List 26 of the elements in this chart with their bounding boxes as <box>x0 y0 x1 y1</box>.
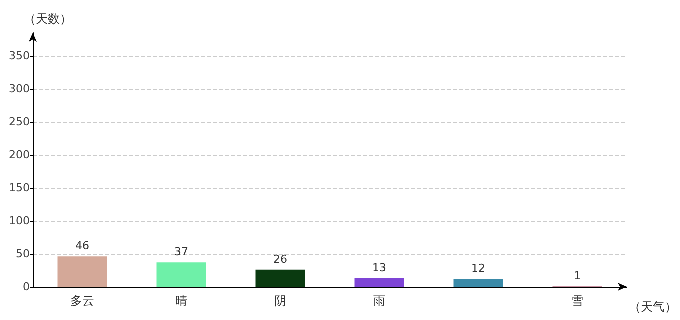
x-tick-label: 阴 <box>274 294 286 308</box>
bar <box>256 270 306 287</box>
y-tick-label: 350 <box>9 50 30 63</box>
data-label: 46 <box>76 240 90 253</box>
data-label: 37 <box>174 246 188 259</box>
x-tick-label: 雨 <box>374 294 386 308</box>
y-tick-label: 50 <box>16 248 30 261</box>
y-tick-label: 300 <box>9 82 30 96</box>
data-label: 13 <box>372 261 386 274</box>
y-tick-label: 100 <box>9 214 30 228</box>
data-label: 26 <box>274 252 288 266</box>
bar <box>354 278 404 287</box>
y-tick-label: 150 <box>9 182 30 195</box>
bar <box>156 262 206 287</box>
data-label: 12 <box>472 262 486 276</box>
x-tick-label: 雪 <box>572 294 584 308</box>
y-tick-label: 0 <box>23 280 30 294</box>
x-tick-label: 晴 <box>176 294 188 308</box>
data-label: 1 <box>574 269 581 282</box>
y-tick-label: 200 <box>9 148 30 162</box>
bar <box>58 256 108 287</box>
y-tick-label: 250 <box>9 116 30 129</box>
y-axis-title: （天数） <box>24 12 72 26</box>
x-axis-title: （天气） <box>629 300 677 314</box>
bar <box>454 279 504 287</box>
x-tick-label: 多云 <box>70 294 94 308</box>
